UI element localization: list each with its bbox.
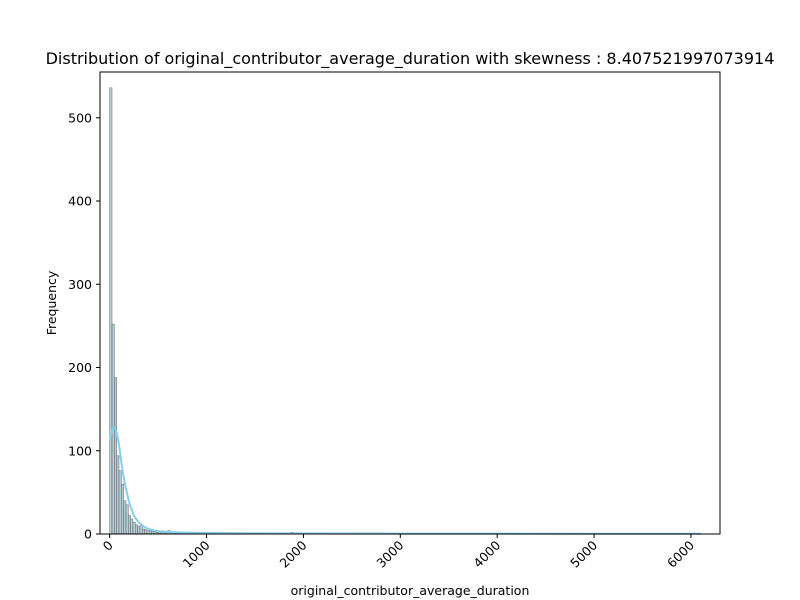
x-tick-label: 6000 [664, 537, 697, 570]
y-axis-ticks: 0 100 200 300 400 500 [68, 110, 100, 542]
x-tick-label: 1000 [180, 537, 213, 570]
kde-curve [108, 425, 701, 535]
y-tick-label: 200 [68, 360, 92, 375]
histogram-bar [109, 87, 113, 535]
histogram-bar [132, 522, 136, 535]
x-tick-label: 4000 [470, 537, 503, 570]
y-tick-label: 0 [84, 527, 92, 542]
x-axis-ticks: 0 1000 2000 3000 4000 5000 6000 [100, 534, 697, 571]
x-tick-label: 3000 [373, 537, 406, 570]
histogram-bars [109, 87, 701, 535]
histogram-bar [123, 500, 127, 535]
histogram-bar [128, 515, 131, 535]
histogram-bar [130, 518, 134, 535]
histogram-bar [139, 525, 143, 535]
x-tick-label: 2000 [276, 537, 309, 570]
histogram-bar [125, 504, 129, 535]
histogram-bar [144, 529, 148, 535]
y-tick-label: 400 [68, 194, 92, 209]
y-tick-label: 100 [68, 443, 92, 458]
histogram-bar [137, 526, 141, 535]
histogram-bar [141, 528, 145, 535]
x-axis-label: original_contributor_average_duration [291, 583, 530, 598]
histogram-bar [121, 483, 124, 535]
y-tick-label: 300 [68, 277, 92, 292]
plot-frame [99, 71, 721, 535]
histogram-bar [135, 524, 138, 535]
x-tick-label: 5000 [567, 537, 600, 570]
histogram-bar [118, 470, 122, 535]
x-tick-label: 0 [100, 537, 116, 553]
histogram-bar [114, 377, 117, 535]
y-tick-label: 500 [68, 110, 92, 125]
histogram-bar [116, 455, 120, 535]
y-axis-label: Frequency [44, 270, 59, 335]
chart-title: Distribution of original_contributor_ave… [46, 49, 775, 69]
